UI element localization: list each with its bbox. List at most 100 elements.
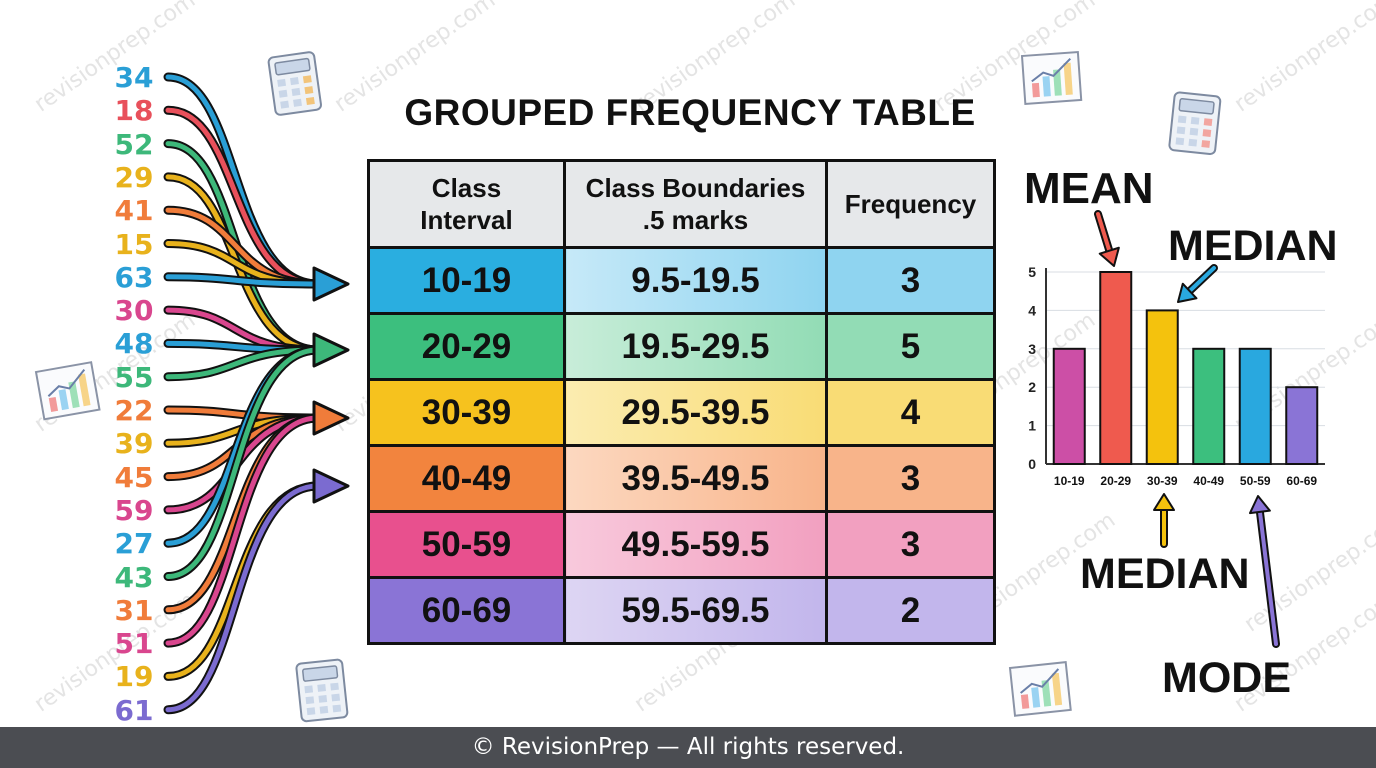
raw-number: 59: [114, 493, 154, 527]
raw-number: 39: [114, 427, 154, 461]
footer-bar: © RevisionPrep — All rights reserved.: [0, 727, 1376, 768]
copyright-text: © RevisionPrep — All rights reserved.: [471, 734, 905, 760]
x-tick-label: 10-19: [1054, 474, 1085, 488]
raw-number: 63: [114, 260, 154, 294]
frequency-cell: 3: [825, 444, 996, 513]
class-boundary-cell: 49.5-59.5: [563, 510, 828, 579]
raw-number: 30: [114, 294, 154, 328]
class-boundary-cell: 39.5-49.5: [563, 444, 828, 513]
raw-number: 61: [114, 693, 154, 727]
mode-arrow: [1257, 509, 1278, 646]
y-tick-label: 0: [1028, 456, 1036, 472]
class-interval-cell: 30-39: [367, 378, 566, 447]
class-boundary-cell: 19.5-29.5: [563, 312, 828, 381]
bar-chart-icon: [1008, 661, 1072, 717]
table-row: 50-59 49.5-59.5 3: [367, 510, 996, 579]
raw-number: 43: [114, 560, 154, 594]
raw-number: 55: [114, 360, 154, 394]
flow-line: [165, 347, 321, 579]
x-tick-label: 60-69: [1286, 474, 1317, 488]
raw-number: 45: [114, 460, 154, 494]
raw-number: 29: [114, 160, 154, 194]
bar: [1145, 309, 1179, 465]
frequency-cell: 3: [825, 510, 996, 579]
header-frequency: Frequency: [825, 159, 996, 249]
raw-number: 41: [114, 194, 154, 228]
header-class-boundaries: Class Boundaries .5 marks: [563, 159, 828, 249]
mean-arrow: [1096, 212, 1112, 253]
x-tick-label: 40-49: [1193, 474, 1224, 488]
table-row: 40-49 39.5-49.5 3: [367, 444, 996, 513]
table-header-row: Class Interval Class Boundaries .5 marks …: [367, 159, 996, 249]
x-tick-label: 20-29: [1100, 474, 1131, 488]
flow-arrowhead: [312, 266, 350, 302]
bar-chart-icon: [1020, 51, 1083, 105]
y-tick-label: 2: [1028, 379, 1036, 395]
raw-number: 52: [114, 127, 154, 161]
class-interval-cell: 40-49: [367, 444, 566, 513]
table-row: 60-69 59.5-69.5 2: [367, 576, 996, 645]
bar: [1285, 386, 1319, 466]
raw-number: 19: [114, 660, 154, 694]
page-title: GROUPED FREQUENCY TABLE: [404, 92, 976, 133]
table-row: 10-19 9.5-19.5 3: [367, 246, 996, 315]
class-interval-cell: 60-69: [367, 576, 566, 645]
median-top-arrow-head: [1177, 282, 1198, 303]
flow-line: [165, 415, 321, 646]
calculator-icon: [1168, 91, 1222, 155]
bar: [1099, 271, 1133, 465]
flow-line: [165, 107, 321, 287]
raw-number: 22: [114, 394, 154, 427]
median-bottom-arrow-head: [1153, 493, 1175, 511]
y-tick-label: 1: [1028, 418, 1036, 434]
flow-line: [165, 347, 321, 380]
y-tick-label: 5: [1028, 264, 1036, 280]
flow-arrowhead: [312, 468, 350, 504]
table-row: 30-39 29.5-39.5 4: [367, 378, 996, 447]
frequency-cell: 5: [825, 312, 996, 381]
mean-arrow-head: [1098, 246, 1120, 267]
bar: [1052, 347, 1086, 465]
class-boundary-cell: 9.5-19.5: [563, 246, 828, 315]
raw-number: 18: [114, 94, 154, 128]
x-tick-label: 50-59: [1240, 474, 1271, 488]
calculator-icon: [295, 658, 349, 723]
class-boundary-cell: 59.5-69.5: [563, 576, 828, 645]
frequency-cell: 4: [825, 378, 996, 447]
frequency-cell: 3: [825, 246, 996, 315]
bar-chart-icon: [34, 361, 101, 421]
table-row: 20-29 19.5-29.5 5: [367, 312, 996, 381]
frequency-table: Class Interval Class Boundaries .5 marks …: [367, 159, 996, 645]
header-class-interval: Class Interval: [367, 159, 566, 249]
y-tick-label: 3: [1028, 341, 1036, 357]
y-tick-label: 4: [1028, 302, 1036, 318]
raw-number: 15: [114, 227, 154, 261]
flow-line: [165, 483, 321, 713]
median-top-arrow: [1187, 266, 1216, 294]
mode-arrow-head: [1249, 495, 1271, 515]
mean-label: MEAN: [1024, 164, 1154, 213]
calculator-icon: [267, 51, 322, 116]
bar: [1192, 347, 1226, 465]
raw-number: 48: [114, 327, 154, 361]
x-tick-label: 30-39: [1147, 474, 1178, 488]
raw-number: 31: [114, 593, 154, 627]
frequency-cell: 2: [825, 576, 996, 645]
flow-arrowhead: [312, 400, 350, 436]
raw-number: 34: [114, 61, 154, 94]
class-interval-cell: 10-19: [367, 246, 566, 315]
median-label-top: MEDIAN: [1168, 222, 1338, 270]
median-label-bottom: MEDIAN: [1080, 550, 1250, 598]
raw-number: 51: [114, 627, 154, 661]
flow-line: [165, 274, 321, 287]
mode-label: MODE: [1162, 654, 1291, 702]
class-interval-cell: 50-59: [367, 510, 566, 579]
raw-number: 27: [114, 527, 154, 561]
class-boundary-cell: 29.5-39.5: [563, 378, 828, 447]
flow-arrowhead: [312, 332, 350, 368]
bar: [1238, 347, 1272, 465]
